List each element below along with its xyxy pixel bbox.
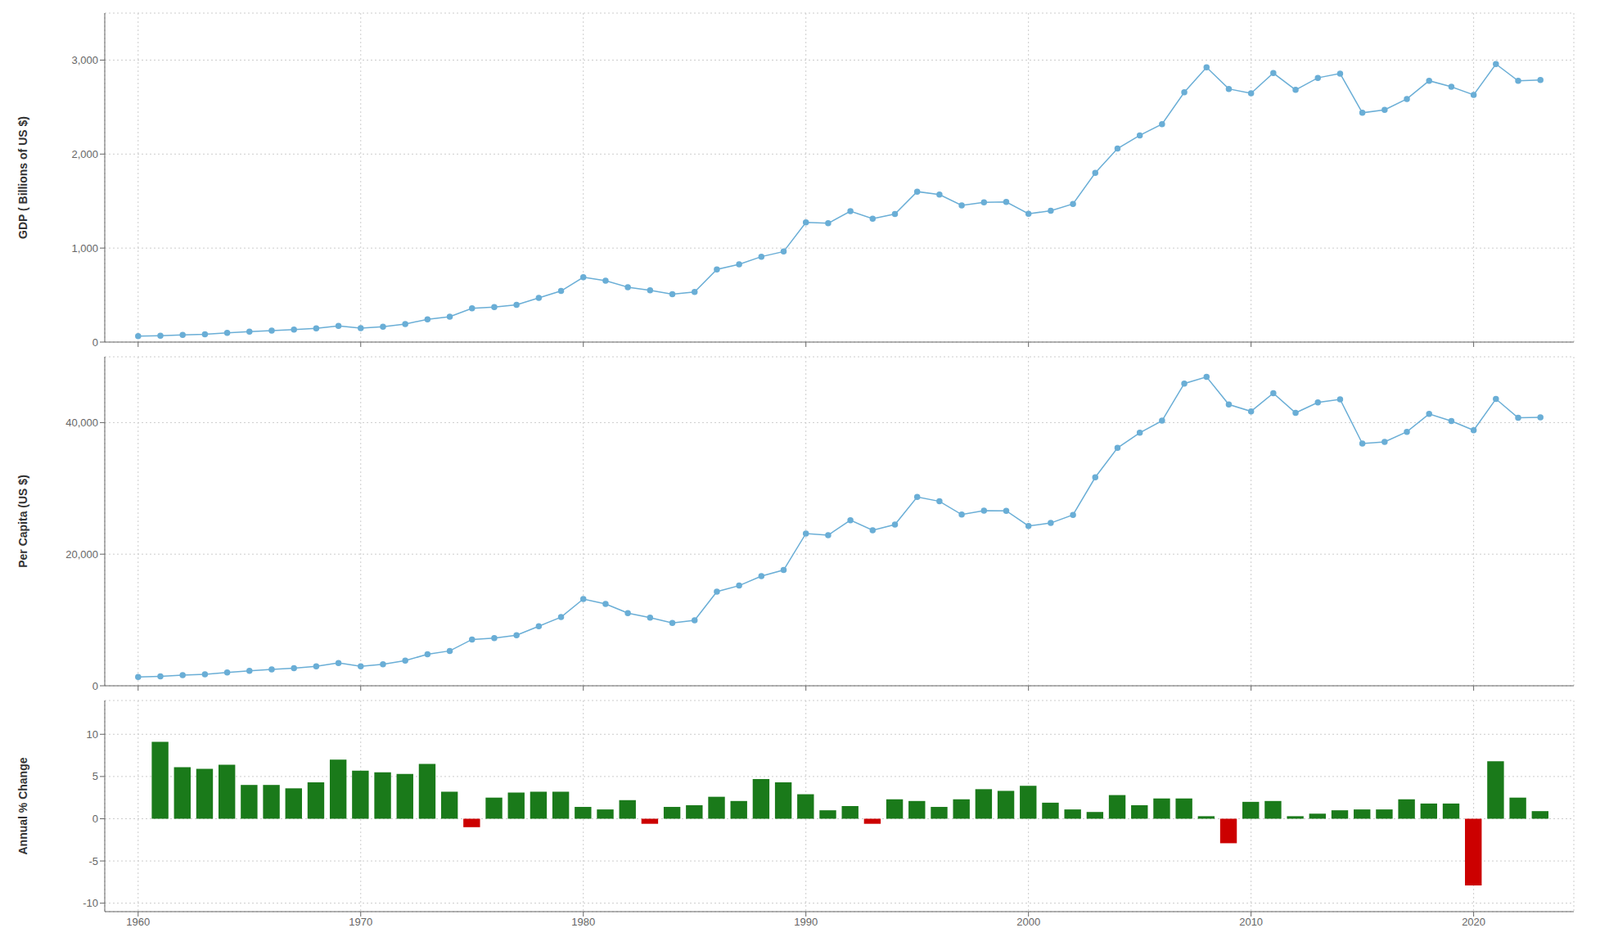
svg-text:GDP ( Billions of US $): GDP ( Billions of US $) bbox=[16, 116, 30, 239]
svg-text:1990: 1990 bbox=[793, 915, 818, 929]
svg-text:1980: 1980 bbox=[571, 915, 595, 929]
svg-text:0: 0 bbox=[92, 812, 99, 825]
svg-text:3,000: 3,000 bbox=[71, 54, 99, 67]
svg-text:10: 10 bbox=[86, 728, 99, 741]
svg-text:1,000: 1,000 bbox=[71, 242, 99, 255]
svg-text:20,000: 20,000 bbox=[65, 548, 99, 561]
svg-text:1970: 1970 bbox=[348, 915, 373, 929]
svg-text:5: 5 bbox=[92, 770, 99, 783]
svg-text:-10: -10 bbox=[82, 896, 99, 910]
svg-text:0: 0 bbox=[92, 680, 99, 693]
svg-text:2010: 2010 bbox=[1239, 915, 1263, 929]
svg-text:40,000: 40,000 bbox=[65, 416, 99, 429]
svg-text:Per Capita (US $): Per Capita (US $) bbox=[16, 474, 30, 568]
svg-text:2000: 2000 bbox=[1016, 915, 1041, 929]
svg-text:2,000: 2,000 bbox=[71, 148, 99, 161]
svg-text:-5: -5 bbox=[88, 855, 99, 868]
svg-text:0: 0 bbox=[92, 336, 99, 349]
svg-text:2020: 2020 bbox=[1461, 915, 1486, 929]
svg-text:Annual % Change: Annual % Change bbox=[16, 757, 30, 855]
svg-text:1960: 1960 bbox=[126, 915, 150, 929]
